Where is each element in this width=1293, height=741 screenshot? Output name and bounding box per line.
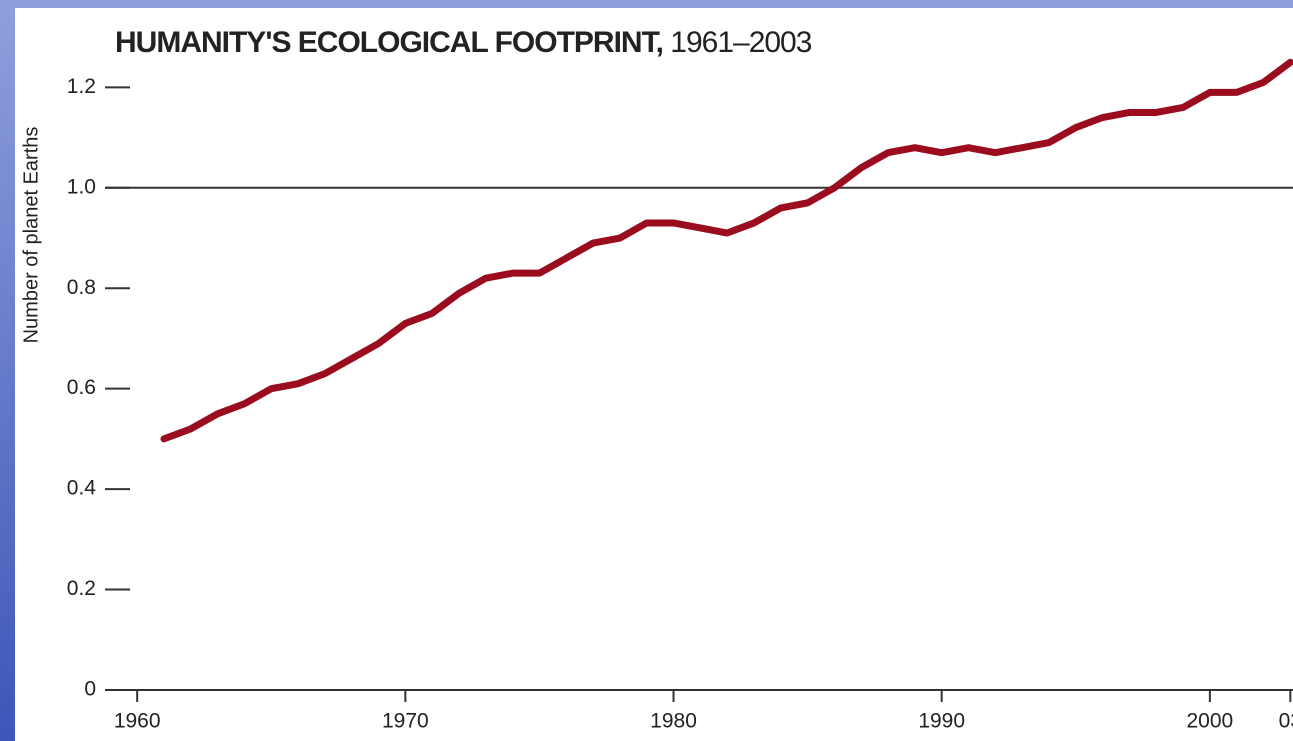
y-tick-label: 1.0 (67, 175, 96, 198)
y-tick-label: 1.2 (67, 75, 96, 98)
y-tick-label: 0.8 (67, 276, 96, 299)
y-axis-label: Number of planet Earths (20, 127, 42, 344)
x-tick-label: 1990 (918, 710, 965, 733)
y-tick-label: 0 (84, 678, 96, 701)
x-tick-label: 2000 (1187, 710, 1234, 733)
title: HUMANITY'S ECOLOGICAL FOOTPRINT, (115, 26, 663, 59)
y-tick-label: 0.6 (67, 376, 96, 399)
x-tick-label: 1970 (382, 710, 429, 733)
data-line (160, 58, 1293, 443)
chart-title: HUMANITY'S ECOLOGICAL FOOTPRINT, 1961–20… (115, 26, 812, 59)
subtitle: 1961–2003 (670, 26, 811, 59)
x-tick-label: 03 (1279, 710, 1293, 733)
y-tick-label: 0.4 (67, 477, 97, 500)
plot-background (15, 8, 1293, 741)
x-tick-label: 1960 (114, 710, 161, 733)
x-tick-label: 1980 (650, 710, 697, 733)
y-tick-label: 0.2 (67, 577, 96, 600)
